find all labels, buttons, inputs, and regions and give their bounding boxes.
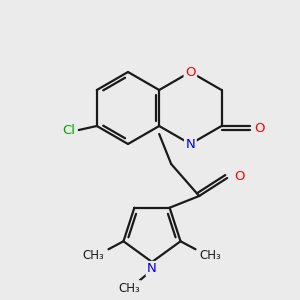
Text: CH₃: CH₃: [118, 281, 140, 295]
Text: N: N: [147, 262, 157, 275]
Text: O: O: [185, 65, 196, 79]
Text: N: N: [185, 137, 195, 151]
Text: Cl: Cl: [62, 124, 75, 136]
Text: CH₃: CH₃: [200, 249, 221, 262]
Text: CH₃: CH₃: [82, 249, 104, 262]
Text: O: O: [254, 122, 265, 134]
Text: O: O: [234, 169, 244, 182]
